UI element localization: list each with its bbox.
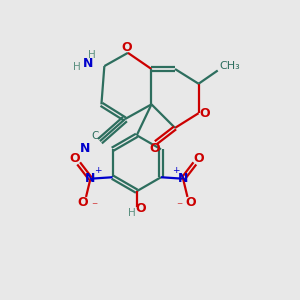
Text: ⁻: ⁻ bbox=[176, 200, 182, 213]
Text: N: N bbox=[80, 142, 90, 155]
Text: +: + bbox=[94, 166, 102, 175]
Text: O: O bbox=[70, 152, 80, 165]
Text: N: N bbox=[178, 172, 188, 185]
Text: O: O bbox=[77, 196, 88, 209]
Text: O: O bbox=[200, 107, 210, 120]
Text: +: + bbox=[172, 166, 179, 175]
Text: O: O bbox=[193, 152, 204, 165]
Text: CH₃: CH₃ bbox=[219, 61, 240, 71]
Text: H: H bbox=[73, 62, 81, 72]
Text: N: N bbox=[85, 172, 96, 185]
Text: O: O bbox=[149, 142, 160, 155]
Text: C: C bbox=[91, 131, 98, 141]
Text: O: O bbox=[121, 41, 132, 54]
Text: O: O bbox=[186, 196, 196, 209]
Text: H: H bbox=[88, 50, 96, 60]
Text: O: O bbox=[135, 202, 146, 215]
Text: N: N bbox=[83, 57, 93, 70]
Text: H: H bbox=[128, 208, 135, 218]
Text: ⁻: ⁻ bbox=[91, 200, 98, 213]
